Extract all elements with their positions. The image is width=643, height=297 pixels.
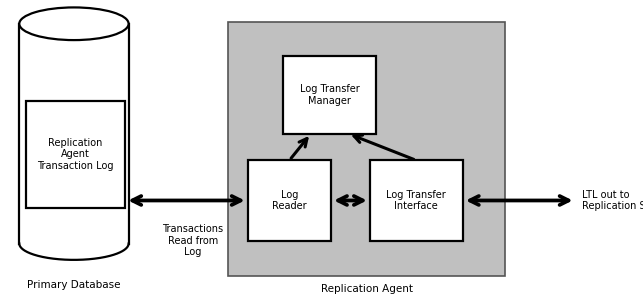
Bar bbox=[248, 160, 331, 241]
Text: Log Transfer
Interface: Log Transfer Interface bbox=[386, 190, 446, 211]
Text: LTL out to
Replication Server: LTL out to Replication Server bbox=[582, 190, 643, 211]
Bar bbox=[283, 56, 376, 134]
Text: Replication Agent: Replication Agent bbox=[320, 284, 413, 294]
Text: Log Transfer
Manager: Log Transfer Manager bbox=[300, 84, 359, 106]
Bar bbox=[370, 160, 463, 241]
Text: Log
Reader: Log Reader bbox=[272, 190, 307, 211]
Bar bbox=[19, 24, 129, 244]
Ellipse shape bbox=[19, 7, 129, 40]
Text: Replication
Agent
Transaction Log: Replication Agent Transaction Log bbox=[37, 138, 114, 171]
Text: Primary Database: Primary Database bbox=[27, 279, 121, 290]
Text: Transactions
Read from
Log: Transactions Read from Log bbox=[162, 224, 224, 257]
Bar bbox=[228, 22, 505, 276]
Bar bbox=[26, 101, 125, 208]
